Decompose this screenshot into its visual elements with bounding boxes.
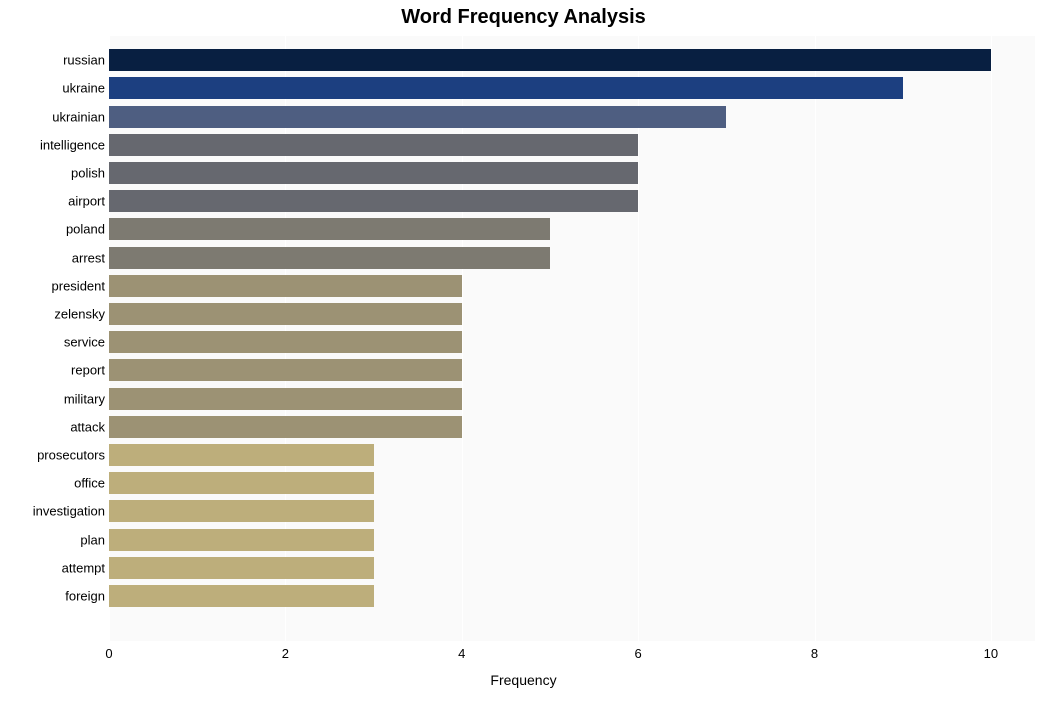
bar xyxy=(109,303,462,325)
bar xyxy=(109,500,374,522)
y-tick-label: foreign xyxy=(65,588,105,603)
plot-area: 0246810 xyxy=(109,36,1035,641)
bar xyxy=(109,247,550,269)
grid-line xyxy=(991,36,992,641)
bar xyxy=(109,190,638,212)
y-tick-label: airport xyxy=(68,194,105,209)
bar xyxy=(109,162,638,184)
bar xyxy=(109,275,462,297)
x-tick-label: 10 xyxy=(984,646,998,661)
y-tick-label: arrest xyxy=(72,250,105,265)
y-tick-label: russian xyxy=(63,53,105,68)
bar xyxy=(109,106,726,128)
x-axis-label: Frequency xyxy=(0,672,1047,688)
y-tick-label: ukrainian xyxy=(52,109,105,124)
y-tick-label: ukraine xyxy=(62,81,105,96)
grid-line xyxy=(815,36,816,641)
word-frequency-chart: Word Frequency Analysis 0246810 Frequenc… xyxy=(0,0,1047,701)
bar xyxy=(109,529,374,551)
chart-title: Word Frequency Analysis xyxy=(0,6,1047,29)
bar xyxy=(109,585,374,607)
bar xyxy=(109,416,462,438)
x-tick-label: 2 xyxy=(282,646,289,661)
y-tick-label: president xyxy=(52,278,105,293)
bar xyxy=(109,218,550,240)
x-tick-label: 8 xyxy=(811,646,818,661)
x-tick-label: 0 xyxy=(105,646,112,661)
y-tick-label: attempt xyxy=(62,560,105,575)
y-tick-label: report xyxy=(71,363,105,378)
y-tick-label: intelligence xyxy=(40,137,105,152)
y-tick-label: office xyxy=(74,476,105,491)
y-tick-label: investigation xyxy=(33,504,105,519)
bar xyxy=(109,134,638,156)
bar xyxy=(109,444,374,466)
x-tick-label: 6 xyxy=(635,646,642,661)
y-tick-label: plan xyxy=(80,532,105,547)
y-tick-label: attack xyxy=(70,419,105,434)
y-tick-label: zelensky xyxy=(54,306,105,321)
x-tick-label: 4 xyxy=(458,646,465,661)
bar xyxy=(109,331,462,353)
bar xyxy=(109,359,462,381)
bar xyxy=(109,472,374,494)
y-tick-label: polish xyxy=(71,165,105,180)
bar xyxy=(109,77,903,99)
bar xyxy=(109,557,374,579)
y-tick-label: prosecutors xyxy=(37,447,105,462)
y-tick-label: service xyxy=(64,335,105,350)
bar xyxy=(109,388,462,410)
bar xyxy=(109,49,991,71)
y-tick-label: poland xyxy=(66,222,105,237)
y-tick-label: military xyxy=(64,391,105,406)
